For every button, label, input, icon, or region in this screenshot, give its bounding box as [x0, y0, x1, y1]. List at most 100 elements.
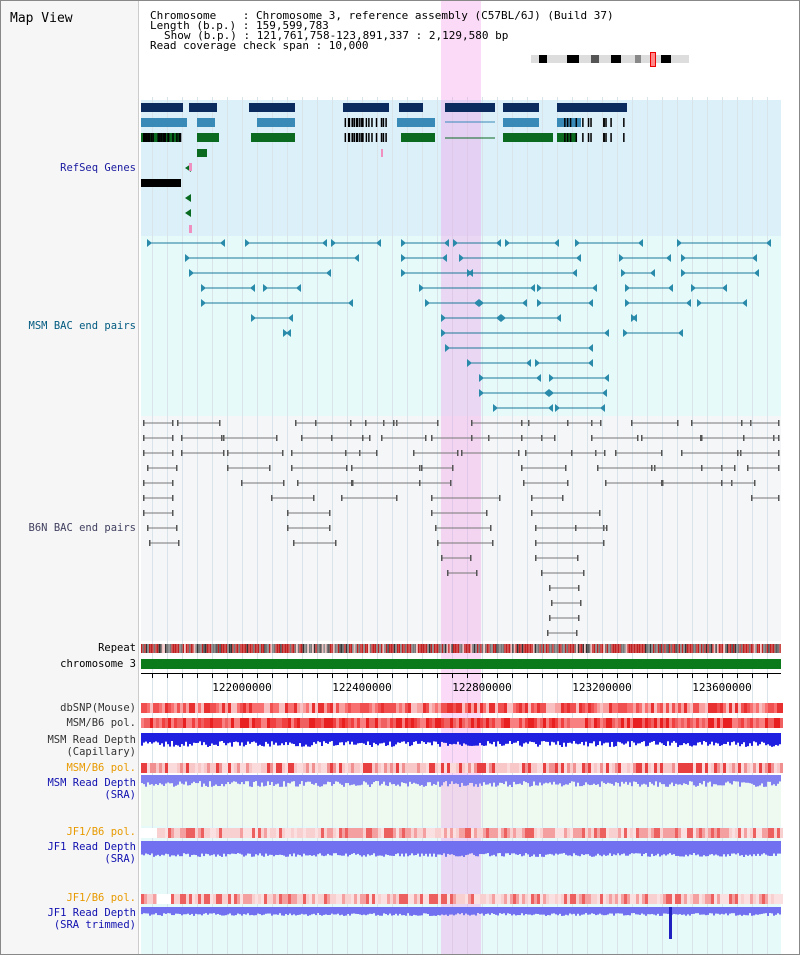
repeat-element[interactable] [777, 644, 780, 653]
variant-density-cell[interactable] [759, 763, 762, 773]
read-depth-bar[interactable] [735, 841, 737, 855]
read-depth-bar[interactable] [255, 841, 257, 855]
read-depth-bar[interactable] [563, 733, 565, 743]
read-depth-bar[interactable] [171, 733, 173, 742]
read-depth-bar[interactable] [375, 775, 377, 782]
repeat-element[interactable] [517, 644, 519, 653]
repeat-element[interactable] [558, 644, 560, 653]
read-depth-bar[interactable] [677, 841, 679, 856]
variant-density-cell[interactable] [687, 763, 690, 773]
read-depth-bar[interactable] [629, 907, 631, 916]
variant-density-cell[interactable] [450, 828, 453, 838]
b6n-bac-end[interactable] [396, 495, 398, 501]
b6n-bac-end[interactable] [641, 435, 643, 441]
variant-density-cell[interactable] [726, 718, 729, 728]
b6n-bac-end[interactable] [476, 570, 478, 576]
read-depth-bar[interactable] [751, 841, 753, 857]
read-depth-bar[interactable] [159, 841, 161, 857]
read-depth-bar[interactable] [359, 841, 361, 856]
variant-density-cell[interactable] [759, 703, 762, 713]
variant-density-cell[interactable] [393, 763, 396, 773]
read-depth-bar[interactable] [337, 841, 339, 856]
read-depth-bar[interactable] [273, 775, 275, 786]
read-depth-bar[interactable] [355, 841, 357, 855]
read-depth-bar[interactable] [229, 907, 231, 914]
variant-density-cell[interactable] [384, 703, 387, 713]
variant-density-cell[interactable] [675, 894, 678, 904]
repeat-element[interactable] [717, 644, 719, 653]
b6n-bac-end[interactable] [143, 480, 145, 486]
read-depth-bar[interactable] [627, 841, 629, 856]
variant-density-cell[interactable] [426, 763, 429, 773]
read-depth-bar[interactable] [263, 775, 265, 787]
variant-density-cell[interactable] [597, 763, 600, 773]
read-depth-bar[interactable] [239, 775, 241, 785]
variant-density-cell[interactable] [168, 718, 171, 728]
variant-density-cell[interactable] [729, 703, 732, 713]
repeat-element[interactable] [398, 644, 400, 653]
variant-density-cell[interactable] [714, 828, 717, 838]
b6n-bac-end[interactable] [577, 555, 579, 561]
variant-density-cell[interactable] [258, 763, 261, 773]
read-depth-bar[interactable] [745, 733, 747, 747]
read-depth-bar[interactable] [599, 733, 601, 742]
read-depth-bar[interactable] [569, 733, 571, 743]
read-depth-bar[interactable] [665, 733, 667, 747]
read-depth-bar[interactable] [633, 733, 635, 743]
variant-density-cell[interactable] [219, 703, 222, 713]
read-depth-bar[interactable] [647, 733, 649, 746]
read-depth-bar[interactable] [543, 733, 545, 742]
repeat-element[interactable] [286, 644, 288, 653]
read-depth-bar[interactable] [569, 907, 571, 914]
variant-density-cell[interactable] [273, 828, 276, 838]
read-depth-bar[interactable] [613, 907, 615, 916]
repeat-element[interactable] [526, 644, 528, 653]
read-depth-bar[interactable] [299, 775, 301, 785]
read-depth-bar[interactable] [315, 841, 317, 857]
repeat-element[interactable] [472, 644, 474, 653]
repeat-element[interactable] [731, 644, 733, 653]
variant-density-cell[interactable] [321, 763, 324, 773]
read-depth-bar[interactable] [709, 841, 711, 855]
variant-density-cell[interactable] [210, 894, 213, 904]
exon-tick[interactable] [351, 133, 354, 142]
variant-density-cell[interactable] [543, 894, 546, 904]
read-depth-bar[interactable] [269, 841, 271, 855]
read-depth-bar[interactable] [339, 733, 341, 743]
read-depth-bar[interactable] [457, 907, 459, 914]
read-depth-bar[interactable] [297, 907, 299, 915]
read-depth-bar[interactable] [521, 907, 523, 914]
variant-density-cell[interactable] [630, 718, 633, 728]
variant-density-cell[interactable] [318, 703, 321, 713]
variant-density-cell[interactable] [306, 718, 309, 728]
variant-density-cell[interactable] [258, 828, 261, 838]
variant-density-cell[interactable] [525, 828, 528, 838]
exon-tick[interactable] [157, 133, 160, 142]
read-depth-bar[interactable] [515, 907, 517, 916]
exon-tick[interactable] [380, 118, 383, 127]
variant-density-cell[interactable] [372, 718, 375, 728]
variant-density-cell[interactable] [204, 703, 207, 713]
variant-density-cell[interactable] [222, 894, 225, 904]
variant-density-cell[interactable] [435, 763, 438, 773]
read-depth-bar[interactable] [289, 841, 291, 855]
repeat-element[interactable] [193, 644, 196, 653]
read-depth-bar[interactable] [761, 733, 763, 742]
read-depth-bar[interactable] [221, 907, 223, 916]
variant-density-cell[interactable] [507, 703, 510, 713]
variant-density-cell[interactable] [480, 703, 483, 713]
read-depth-bar[interactable] [167, 841, 169, 855]
read-depth-bar[interactable] [213, 775, 215, 786]
read-depth-bar[interactable] [159, 733, 161, 745]
repeat-element[interactable] [461, 644, 463, 653]
variant-density-cell[interactable] [672, 894, 675, 904]
variant-density-cell[interactable] [267, 894, 270, 904]
msm-bac-end[interactable] [331, 239, 336, 247]
variant-density-cell[interactable] [534, 718, 537, 728]
variant-density-cell[interactable] [597, 718, 600, 728]
repeat-element[interactable] [221, 644, 223, 653]
read-depth-bar[interactable] [431, 775, 433, 786]
read-depth-bar[interactable] [625, 841, 627, 856]
b6n-bac-end[interactable] [471, 435, 473, 441]
variant-density-cell[interactable] [423, 894, 426, 904]
